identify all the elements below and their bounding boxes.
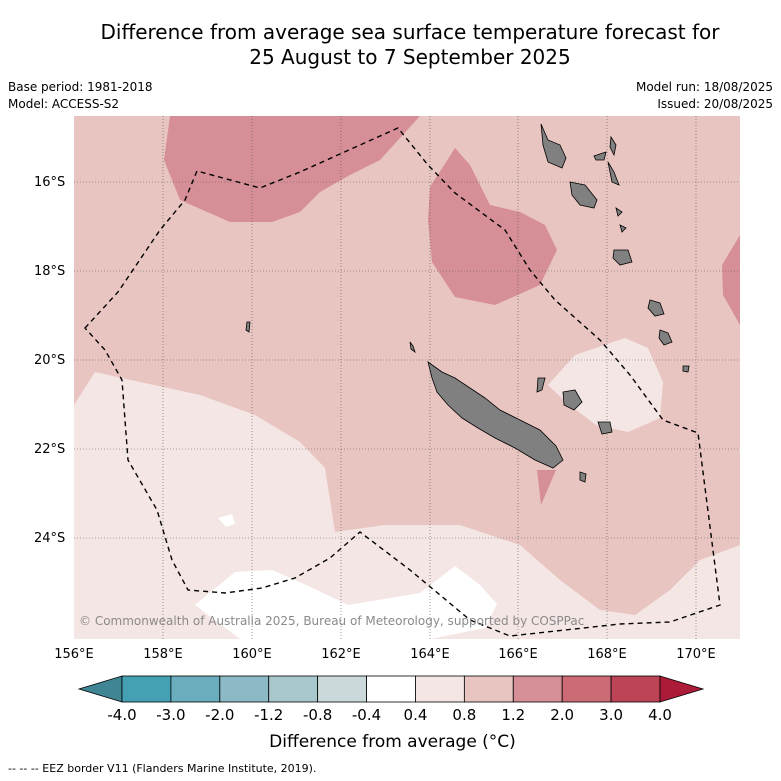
anomaly-region-1-2-2-0-north [164, 116, 420, 222]
anomaly-region-neutral [195, 566, 497, 639]
island-isle-of-pines [579, 471, 587, 483]
lon-label-160e: 160°E [232, 647, 272, 662]
island-lifou [562, 389, 583, 411]
anomaly-patch-small [218, 514, 235, 527]
island-erromango [612, 249, 633, 266]
colorbar-tick-label: 2.0 [550, 706, 575, 724]
lat-label-20s: 20°S [34, 353, 66, 368]
colorbar-tick-label: 0.8 [452, 706, 477, 724]
colorbar-tick-label: 1.2 [501, 706, 526, 724]
anomaly-region-1-2-2-0-east-edge [722, 235, 740, 325]
colorbar-cell [366, 675, 416, 703]
island-aneityum [658, 329, 673, 346]
colorbar-cell [561, 675, 612, 703]
anomaly-region-0-4-0-8-east [548, 338, 663, 432]
anomaly-region-1-2-2-0-central [428, 148, 557, 305]
lat-label-24s: 24°S [34, 531, 66, 546]
map-gridlines [74, 116, 740, 639]
island-pentecost [607, 161, 620, 186]
model-run: Model run: 18/08/2025 [635, 80, 773, 94]
colorbar-cell [219, 675, 270, 703]
colorbar-tick-label: 3.0 [599, 706, 624, 724]
eez-border [84, 127, 721, 637]
island-epi [615, 207, 623, 217]
lon-label-158e: 158°E [143, 647, 183, 662]
anomaly-map [74, 116, 740, 639]
eez-legend-footer: -- -- -- EEZ border V11 (Flanders Marine… [8, 762, 317, 775]
lon-label-162e: 162°E [321, 647, 361, 662]
lat-label-18s: 18°S [34, 264, 66, 279]
colorbar-tick-label: -1.2 [254, 706, 284, 724]
colorbar-cell [268, 675, 319, 703]
colorbar-tick-label: -3.0 [156, 706, 186, 724]
base-period: Base period: 1981-2018 [8, 80, 153, 94]
colorbar-cell [121, 675, 172, 703]
colorbar-tick-label: -0.8 [302, 706, 333, 724]
anomaly-region-1-2-2-0-small [537, 470, 556, 505]
colorbar-over-extension [659, 675, 705, 703]
colorbar-cell [170, 675, 221, 703]
colorbar-cell [317, 675, 367, 703]
issued-date: Issued: 20/08/2025 [657, 97, 773, 111]
island-ambae [593, 151, 607, 161]
copyright-notice: © Commonwealth of Australia 2025, Bureau… [79, 614, 585, 628]
lon-label-168e: 168°E [587, 647, 627, 662]
colorbar-cell [512, 675, 563, 703]
colorbar-cells [121, 675, 661, 703]
island-belep [409, 341, 416, 354]
meta-right: Model run: 18/08/2025 Issued: 20/08/2025 [636, 79, 773, 113]
colorbar-tick-label: -4.0 [107, 706, 137, 724]
lon-label-156e: 156°E [54, 647, 94, 662]
model-name: Model: ACCESS-S2 [8, 97, 120, 111]
colorbar-cell [610, 675, 661, 703]
island-maewo [609, 135, 617, 157]
lon-label-166e: 166°E [498, 647, 538, 662]
title-line-2: 25 August to 7 September 2025 [249, 45, 571, 69]
island-malakula [569, 181, 598, 209]
island-hunter [682, 365, 690, 373]
colorbar-tick-label: -0.4 [351, 706, 382, 724]
meta-left: Base period: 1981-2018 Model: ACCESS-S2 [8, 79, 153, 113]
lon-label-164e: 164°E [410, 647, 450, 662]
lat-label-22s: 22°S [34, 442, 66, 457]
colorbar-cell [463, 675, 514, 703]
lat-label-16s: 16°S [34, 175, 66, 190]
island-espiritu-santo [540, 123, 567, 169]
island-chesterfield [245, 321, 251, 333]
landmasses [245, 123, 690, 483]
title-line-1: Difference from average sea surface temp… [100, 20, 720, 44]
lon-label-170e: 170°E [676, 647, 716, 662]
colorbar-tick-label: 0.4 [403, 706, 428, 724]
colorbar-under-extension [77, 675, 123, 703]
colorbar-title: Difference from average (°C) [269, 732, 516, 752]
colorbar [77, 675, 705, 703]
colorbar-tick-label: -2.0 [205, 706, 235, 724]
new-caledonia-main-island [427, 361, 564, 469]
island-ouvea [536, 377, 546, 393]
colorbar-cell [415, 675, 465, 703]
island-efate [619, 224, 627, 233]
island-mare [597, 421, 613, 435]
colorbar-tick-label: 4.0 [648, 706, 672, 724]
map-title: Difference from average sea surface temp… [60, 20, 760, 70]
island-tanna [647, 299, 665, 317]
